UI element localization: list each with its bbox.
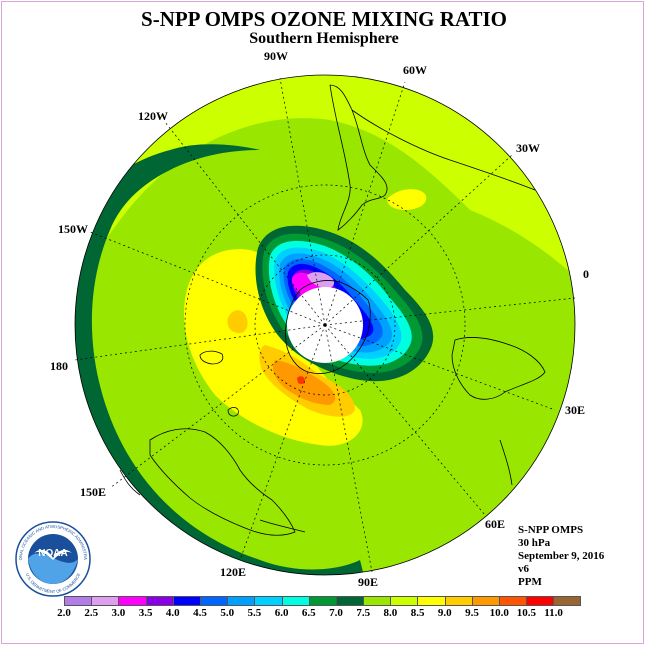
legend-tick-label: 4.0 bbox=[165, 607, 180, 619]
legend-swatch bbox=[553, 596, 581, 606]
south-america-coast bbox=[329, 84, 388, 231]
legend-tick-label: 7.0 bbox=[329, 607, 343, 619]
legend-tick-label: 9.0 bbox=[437, 607, 452, 619]
legend-ticks: 2.0 2.5 3.0 3.5 4.0 4.5 5.0 5.5 6.0 6.5 7.0 7.5 8.0 8… bbox=[57, 606, 584, 620]
legend-tick-label: 8.0 bbox=[383, 607, 398, 619]
legend-tick-label: 11.0 bbox=[544, 607, 563, 619]
legend-tick-label: 2.5 bbox=[84, 607, 99, 619]
lon-label-90w: 90W bbox=[264, 49, 288, 63]
legend-swatch bbox=[417, 596, 445, 606]
legend-swatches bbox=[64, 596, 584, 606]
legend-tick-label: 3.0 bbox=[111, 607, 126, 619]
color-legend: 2.0 2.5 3.0 3.5 4.0 4.5 5.0 5.5 6.0 6.5 7.0 7.5 8.0 8… bbox=[57, 596, 584, 620]
legend-tick-label: 3.5 bbox=[138, 607, 153, 619]
legend-swatch bbox=[118, 596, 146, 606]
legend-swatch bbox=[254, 596, 282, 606]
australia-coast bbox=[149, 428, 296, 536]
lon-label-180: 180 bbox=[50, 359, 68, 373]
antarctica-coast bbox=[285, 280, 371, 374]
legend-swatch bbox=[526, 596, 554, 606]
field-8-0-north bbox=[75, 75, 575, 300]
legend-tick-label: 5.5 bbox=[247, 607, 262, 619]
legend-swatch bbox=[199, 596, 228, 606]
ozone-field bbox=[75, 75, 575, 575]
info-units: PPM bbox=[518, 576, 542, 588]
legend-swatch bbox=[91, 596, 119, 606]
lon-label-60e: 60E bbox=[485, 517, 505, 531]
legend-tick-label: 6.0 bbox=[274, 607, 289, 619]
map-subtitle: Southern Hemisphere bbox=[249, 30, 399, 47]
legend-swatch bbox=[335, 596, 364, 606]
legend-swatch bbox=[444, 596, 472, 606]
legend-tick-label: 2.0 bbox=[57, 607, 71, 619]
legend-tick-label: 7.5 bbox=[356, 607, 371, 619]
map-title: S-NPP OMPS OZONE MIXING RATIO bbox=[141, 7, 507, 31]
africa-coast bbox=[451, 337, 546, 400]
legend-tick-label: 6.5 bbox=[301, 607, 316, 619]
info-instrument: S-NPP OMPS bbox=[518, 524, 584, 536]
lon-label-60w: 60W bbox=[403, 63, 427, 77]
lon-label-150w: 150W bbox=[58, 222, 88, 236]
legend-tick-label: 9.5 bbox=[465, 607, 479, 619]
coastlines bbox=[119, 84, 546, 536]
legend-tick-label: 10.5 bbox=[516, 607, 537, 619]
info-version: v6 bbox=[518, 563, 529, 575]
legend-swatch bbox=[227, 596, 255, 606]
legend-tick-label: 4.5 bbox=[193, 607, 207, 619]
noaa-logo: NOAA NATIONAL OCEANIC AND ATMOSPHERIC AD… bbox=[14, 520, 91, 597]
lon-label-120w: 120W bbox=[138, 109, 168, 123]
legend-tick-label: 8.5 bbox=[410, 607, 425, 619]
legend-swatch bbox=[390, 596, 418, 606]
legend-swatch bbox=[172, 596, 200, 606]
legend-swatch bbox=[308, 596, 336, 606]
legend-swatch bbox=[145, 596, 173, 606]
info-date: September 9, 2016 bbox=[518, 550, 605, 562]
lon-label-30w: 30W bbox=[516, 141, 540, 155]
field-7-5-inner bbox=[123, 245, 345, 551]
lon-label-90e: 90E bbox=[358, 575, 378, 589]
map-boundary bbox=[74, 74, 576, 576]
lon-label-120e: 120E bbox=[220, 565, 246, 579]
legend-swatch bbox=[363, 596, 391, 606]
legend-swatch bbox=[281, 596, 309, 606]
legend-tick-label: 5.0 bbox=[220, 607, 235, 619]
legend-swatch bbox=[499, 596, 527, 606]
info-level: 30 hPa bbox=[518, 537, 551, 549]
graticule bbox=[74, 77, 576, 573]
legend-tick-label: 10.0 bbox=[489, 607, 509, 619]
lon-label-150e: 150E bbox=[80, 485, 106, 499]
field-7-0-band bbox=[75, 144, 370, 575]
longitude-labels: 0 30E 60E 90E 120E 150E 180 150W 120W 90… bbox=[50, 49, 589, 589]
south-pole-marker bbox=[323, 323, 327, 327]
noaa-logo-text: NOAA bbox=[38, 548, 67, 559]
lon-label-30e: 30E bbox=[565, 403, 585, 417]
legend-swatch bbox=[471, 596, 499, 606]
lon-label-0: 0 bbox=[583, 267, 589, 281]
legend-swatch bbox=[64, 596, 92, 606]
